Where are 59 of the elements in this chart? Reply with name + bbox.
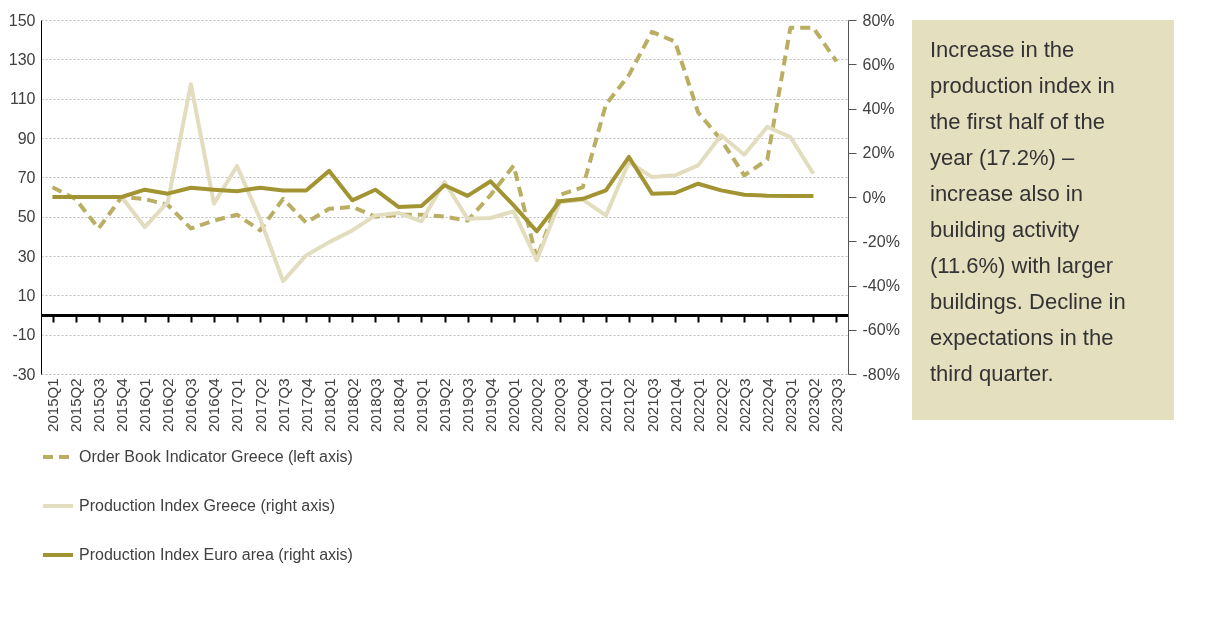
y2-tick-label: -40%	[862, 277, 900, 294]
line-series	[50, 154, 816, 234]
y2-tick-label: 20%	[862, 144, 895, 162]
x-tick-label: 2015Q4	[113, 378, 131, 432]
x-tick-label: 2020Q2	[528, 378, 546, 432]
x-tick-label: 2019Q1	[412, 378, 430, 432]
y-tick-label: 70	[17, 168, 36, 186]
y-tick-label: 150	[8, 11, 36, 29]
x-tick-label: 2023Q3	[827, 378, 845, 432]
x-tick-label: 2017Q4	[297, 378, 315, 432]
x-tick-label: 2019Q4	[482, 378, 500, 432]
y2-tick-label: 60%	[862, 55, 895, 73]
x-tick-label: 2016Q2	[159, 378, 177, 432]
y2-tick-label: -80%	[862, 365, 900, 383]
x-tick-label: 2021Q3	[643, 378, 661, 432]
x-tick-label: 2023Q1	[781, 378, 799, 432]
y-tick-label: 90	[17, 129, 36, 147]
y2-tick-label: -20%	[862, 232, 900, 250]
x-tick-label: 2018Q4	[389, 378, 407, 432]
x-tick-label: 2018Q3	[366, 378, 384, 432]
x-tick-label: 2022Q1	[689, 378, 707, 432]
x-tick-label: 2021Q4	[666, 378, 684, 432]
legend-label: Order Book Indicator Greece (left axis)	[79, 448, 353, 465]
x-tick-label: 2022Q3	[735, 378, 753, 432]
x-tick-label: 2018Q2	[343, 378, 361, 432]
x-tick-label: 2016Q1	[136, 378, 154, 432]
x-tick-label: 2021Q1	[597, 378, 615, 432]
x-tick-label: 2022Q4	[758, 378, 776, 432]
y-tick-label: -30	[12, 365, 36, 383]
x-tick-label: 2017Q3	[274, 378, 292, 432]
y2-tick-label: 40%	[862, 100, 895, 117]
y2-tick-label: 0%	[862, 188, 886, 206]
y-tick-label: 10	[17, 286, 36, 304]
x-tick-label: 2017Q1	[228, 378, 246, 432]
x-tick-label: 2019Q2	[436, 378, 453, 432]
x-tick-label: 2020Q4	[574, 378, 592, 432]
x-tick-label: 2022Q2	[712, 378, 730, 432]
x-tick-label: 2016Q3	[182, 378, 200, 432]
y-tick-label: -10	[12, 326, 36, 344]
x-tick-label: 2021Q2	[620, 378, 638, 432]
x-tick-label: 2017Q2	[251, 378, 269, 432]
x-tick-label: 2020Q3	[551, 378, 569, 432]
x-tick-label: 2015Q2	[67, 378, 85, 432]
y-tick-label: 30	[17, 247, 36, 265]
y2-tick-label: -60%	[862, 321, 900, 339]
y-tick-label: 130	[8, 50, 36, 68]
y-tick-label: 50	[17, 208, 36, 226]
legend-label: Production Index Euro area (right axis)	[79, 546, 353, 563]
x-tick-label: 2015Q3	[90, 378, 108, 432]
legend-label: Production Index Greece (right axis)	[79, 497, 336, 514]
x-tick-label: 2018Q1	[320, 378, 338, 432]
x-tick-label: 2023Q2	[804, 378, 822, 432]
text: Increase in the production index in the first half of the year (17.2%) – increase also in building activity (11.6%) with larger buildings. Decline in expectations in the third quarter.	[930, 37, 1126, 386]
x-tick-label: 2020Q1	[505, 378, 523, 432]
y-tick-label: 110	[9, 90, 36, 108]
x-tick-label: 2015Q1	[44, 378, 62, 432]
x-tick-label: 2019Q3	[459, 378, 477, 432]
y2-tick-label: 80%	[862, 11, 895, 29]
x-tick-label: 2016Q4	[205, 378, 223, 432]
